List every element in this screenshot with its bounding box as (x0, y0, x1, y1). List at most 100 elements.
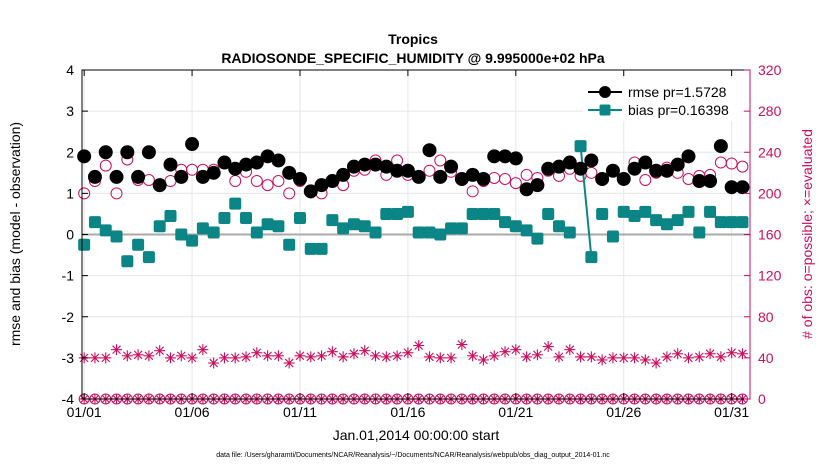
obs-evaluated-point (262, 350, 274, 362)
bias-point (650, 214, 663, 227)
y2-tick-label: 200 (758, 185, 782, 201)
asterisk-stroke (381, 352, 391, 362)
obs-evaluated-point (639, 354, 651, 366)
obs-evaluated-point (477, 354, 489, 366)
asterisk-stroke (587, 352, 596, 362)
bias-point (704, 205, 717, 218)
bias-point (337, 222, 350, 235)
obs-evaluated-point (661, 351, 673, 363)
asterisk-stroke (565, 345, 575, 354)
obs-evaluated-point (359, 345, 371, 357)
asterisk-stroke (500, 347, 510, 357)
asterisk-stroke (144, 351, 154, 361)
asterisk-stroke (738, 349, 747, 359)
rmse-point (271, 153, 286, 168)
bias-point (250, 226, 263, 239)
x-tick-label: 01/26 (606, 404, 641, 420)
obs-evaluated-point (208, 357, 220, 369)
chart-subtitle: RADIOSONDE_SPECIFIC_HUMIDITY @ 9.995000e… (221, 50, 605, 66)
asterisk-stroke (576, 352, 585, 362)
obs-possible-point (499, 172, 512, 185)
asterisk-stroke (274, 351, 283, 361)
rmse-point (713, 139, 728, 154)
bias-point (99, 224, 112, 237)
x-tick-label: 01/21 (498, 404, 533, 420)
rmse-point (476, 171, 491, 186)
bias-point (434, 228, 447, 241)
bias-point (606, 230, 619, 243)
obs-possible-point (509, 177, 522, 190)
rmse-point (152, 178, 167, 193)
rmse-point (249, 155, 264, 170)
rmse-point (681, 149, 696, 164)
bias-point (628, 209, 641, 222)
rmse-point (411, 169, 426, 184)
asterisk-stroke (263, 351, 272, 361)
obs-evaluated-point (154, 345, 166, 357)
asterisk-stroke (597, 355, 607, 365)
bias-point (542, 207, 555, 220)
y-tick-label: 3 (66, 103, 74, 119)
obs-evaluated-point (672, 348, 684, 360)
rmse-point (659, 163, 674, 178)
obs-evaluated-point (607, 352, 619, 364)
data-file-footnote: data file: /Users/gharamti/Documents/NCA… (216, 452, 610, 459)
obs-evaluated-point (531, 349, 543, 361)
asterisk-stroke (101, 353, 111, 363)
bias-point (477, 207, 490, 220)
bias-point (293, 212, 306, 225)
y2-tick-label: 120 (758, 268, 782, 284)
bias-point (240, 212, 253, 225)
rmse-point (638, 155, 653, 170)
obs-evaluated-point (337, 351, 349, 363)
obs-possible-point (466, 185, 479, 198)
tick-layer: 01/01 01/06 01/11 01/16 01/21 01/26 01/31 -4 -3 -… (62, 62, 782, 420)
bias-point (617, 205, 630, 218)
legend-rmse-marker (599, 86, 611, 98)
x-tick-label: 01/31 (714, 404, 749, 420)
obs-evaluated-point (348, 348, 360, 360)
rmse-point (595, 171, 610, 186)
obs-evaluated-point (316, 350, 328, 362)
bias-point (142, 251, 155, 264)
bias-point (736, 216, 749, 229)
bias-point (110, 230, 123, 243)
obs-evaluated-point (521, 351, 533, 363)
bias-point (671, 214, 684, 227)
asterisk-stroke (673, 349, 683, 359)
rmse-point (400, 163, 415, 178)
asterisk-stroke (187, 353, 197, 363)
bias-point (499, 216, 512, 229)
obs-evaluated-point (618, 352, 630, 364)
obs-evaluated-point (434, 352, 446, 364)
asterisk-stroke (533, 350, 542, 360)
x-tick-label: 01/06 (175, 404, 210, 420)
bias-point (639, 205, 652, 218)
bias-point (229, 197, 242, 210)
rmse-point (562, 155, 577, 170)
obs-evaluated-point (391, 350, 403, 362)
obs-evaluated-point (553, 351, 565, 363)
asterisk-stroke (176, 351, 186, 361)
obs-evaluated-point (564, 344, 576, 356)
obs-evaluated-point (143, 350, 155, 362)
asterisk-stroke (403, 348, 413, 358)
asterisk-stroke (220, 353, 229, 363)
y2-tick-label: 0 (758, 391, 766, 407)
rmse-point (735, 180, 750, 195)
bias-point (563, 226, 576, 239)
obs-possible-point (283, 187, 296, 200)
obs-evaluated-point (693, 351, 705, 363)
obs-possible-point (261, 179, 274, 192)
obs-evaluated-point (197, 344, 209, 356)
asterisk-stroke (511, 345, 521, 354)
rmse-point (325, 174, 340, 189)
obs-evaluated-point (218, 352, 230, 364)
bias-point (725, 216, 738, 229)
legend-bias-label: bias pr=0.16398 (628, 102, 729, 118)
bias-point (401, 205, 414, 218)
obs-possible-point (110, 187, 123, 200)
rmse-point (703, 174, 718, 189)
x-tick-label: 01/01 (67, 404, 102, 420)
